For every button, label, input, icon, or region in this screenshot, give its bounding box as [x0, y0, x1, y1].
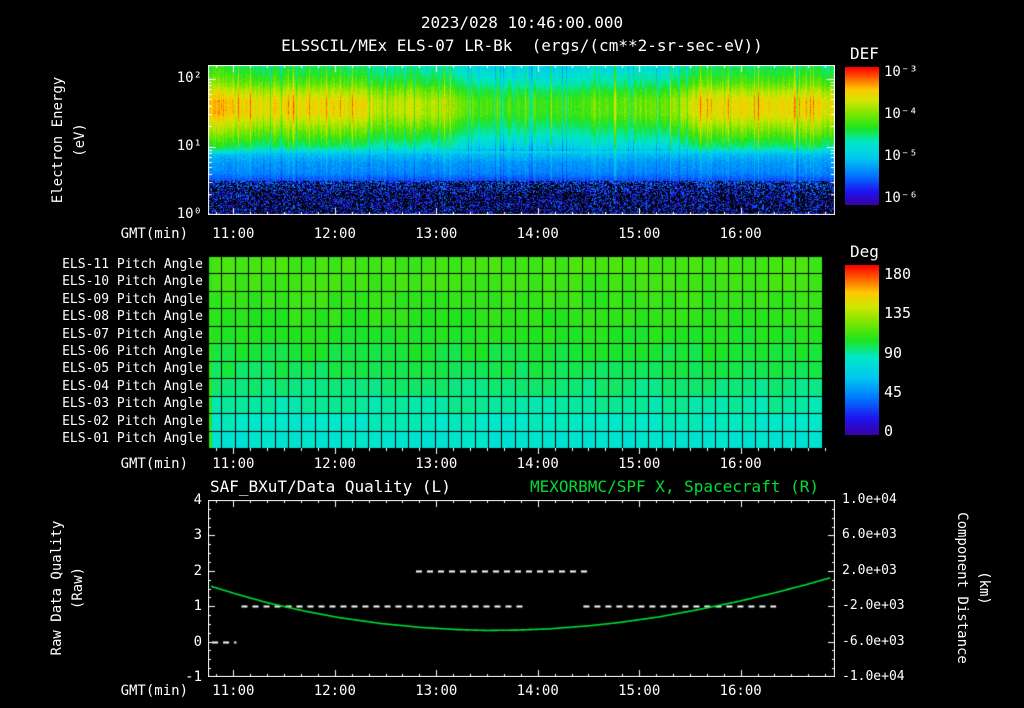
- panel2-xtick-14:00: 14:00: [516, 456, 559, 472]
- def-colorbar-tick-3: 10⁻⁶: [884, 190, 918, 206]
- panel1-xtick-13:00: 13:00: [415, 226, 458, 242]
- panel1-ytick-2: 10⁰: [176, 206, 202, 222]
- deg-colorbar-tick-3: 45: [884, 382, 903, 401]
- deg-colorbar-tick-4: 0: [884, 422, 894, 440]
- bottom-left-ytick-2: 2: [193, 562, 202, 579]
- bottom-right-ytick-5: -1.0e+04: [842, 669, 905, 684]
- pitch-row-label-2: ELS-09 Pitch Angle: [62, 291, 203, 307]
- pitch-row-label-6: ELS-05 Pitch Angle: [62, 361, 203, 377]
- pitch-row-label-3: ELS-08 Pitch Angle: [62, 309, 203, 325]
- def-colorbar-tick-0: 10⁻³: [884, 64, 918, 80]
- panel2-xtick-15:00: 15:00: [618, 456, 661, 472]
- gmt-label-panel2: GMT(min): [120, 456, 188, 472]
- deg-colorbar-title: Deg: [850, 242, 879, 261]
- pitch-row-label-7: ELS-04 Pitch Angle: [62, 378, 203, 394]
- pitch-angle-canvas: [208, 256, 835, 454]
- electron-energy-ylabel: Electron Energy: [50, 76, 66, 204]
- bottom-right-ytick-2: 2.0e+03: [842, 562, 897, 578]
- gmt-label-panel3: GMT(min): [120, 683, 188, 699]
- panel2-xtick-12:00: 12:00: [313, 456, 356, 472]
- panel1-xtick-12:00: 12:00: [313, 226, 356, 242]
- panel3-xtick-13:00: 13:00: [415, 683, 458, 699]
- bottom-right-ytick-1: 6.0e+03: [842, 527, 897, 543]
- quality-distance-canvas: [208, 500, 835, 677]
- panel1-xtick-14:00: 14:00: [516, 226, 559, 242]
- deg-colorbar-tick-0: 180: [884, 265, 912, 283]
- pitch-row-label-4: ELS-07 Pitch Angle: [62, 326, 203, 342]
- raw-quality-ylabel-units: (Raw): [70, 566, 86, 610]
- deg-colorbar-canvas: [845, 265, 879, 435]
- panel1-ytick-0: 10²: [176, 69, 202, 86]
- panel2-xtick-16:00: 16:00: [719, 456, 762, 472]
- pitch-row-label-8: ELS-03 Pitch Angle: [62, 396, 203, 412]
- panel2-xtick-13:00: 13:00: [415, 456, 458, 472]
- panel3-xtick-12:00: 12:00: [313, 683, 356, 699]
- bottom-title-right: MEXORBMC/SPF X, Spacecraft (R): [530, 477, 819, 496]
- panel3-xtick-16:00: 16:00: [719, 683, 762, 699]
- gmt-label-panel1: GMT(min): [120, 226, 188, 242]
- panel3-xtick-14:00: 14:00: [516, 683, 559, 699]
- bottom-left-ytick-3: 1: [193, 598, 202, 615]
- pitch-row-label-9: ELS-02 Pitch Angle: [62, 413, 203, 429]
- panel1-xtick-11:00: 11:00: [212, 226, 255, 242]
- timestamp-title: 2023/028 10:46:00.000: [420, 13, 624, 32]
- electron-energy-ylabel-units: (eV): [72, 123, 88, 157]
- panel1-xtick-15:00: 15:00: [618, 226, 661, 242]
- pitch-row-label-10: ELS-01 Pitch Angle: [62, 431, 203, 447]
- bottom-right-ytick-0: 1.0e+04: [842, 492, 897, 507]
- bottom-right-ytick-3: -2.0e+03: [842, 598, 905, 614]
- component-distance-ylabel: Component Distance: [954, 512, 970, 664]
- panel1-ytick-1: 10¹: [176, 137, 202, 154]
- bottom-title-left: SAF_BXuT/Data Quality (L): [210, 477, 451, 496]
- raw-quality-ylabel: Raw Data Quality: [49, 520, 65, 656]
- component-distance-ylabel-units: (km): [976, 571, 992, 605]
- panel2-xtick-11:00: 11:00: [212, 456, 255, 472]
- def-colorbar-canvas: [845, 67, 879, 205]
- def-colorbar-title: DEF: [850, 44, 879, 63]
- bottom-left-ytick-1: 3: [193, 527, 202, 544]
- bottom-left-ytick-5: -1: [185, 669, 202, 685]
- pitch-row-label-1: ELS-10 Pitch Angle: [62, 274, 203, 290]
- bottom-left-ytick-0: 4: [193, 492, 202, 508]
- panel3-xtick-11:00: 11:00: [212, 683, 255, 699]
- spectrogram-canvas: [208, 65, 835, 215]
- deg-colorbar-tick-2: 90: [884, 343, 903, 362]
- def-colorbar-tick-1: 10⁻⁴: [884, 106, 918, 122]
- pitch-row-label-5: ELS-06 Pitch Angle: [62, 344, 203, 359]
- bottom-right-ytick-4: -6.0e+03: [842, 633, 905, 649]
- bottom-left-ytick-4: 0: [193, 633, 202, 650]
- deg-colorbar-tick-1: 135: [884, 304, 912, 323]
- pitch-row-label-0: ELS-11 Pitch Angle: [62, 256, 203, 272]
- panel3-xtick-15:00: 15:00: [618, 683, 661, 699]
- def-colorbar-tick-2: 10⁻⁵: [884, 148, 918, 164]
- spectrogram-title: ELSSCIL/MEx ELS-07 LR-Bk (ergs/(cm**2-sr…: [281, 36, 763, 55]
- panel1-xtick-16:00: 16:00: [719, 226, 762, 242]
